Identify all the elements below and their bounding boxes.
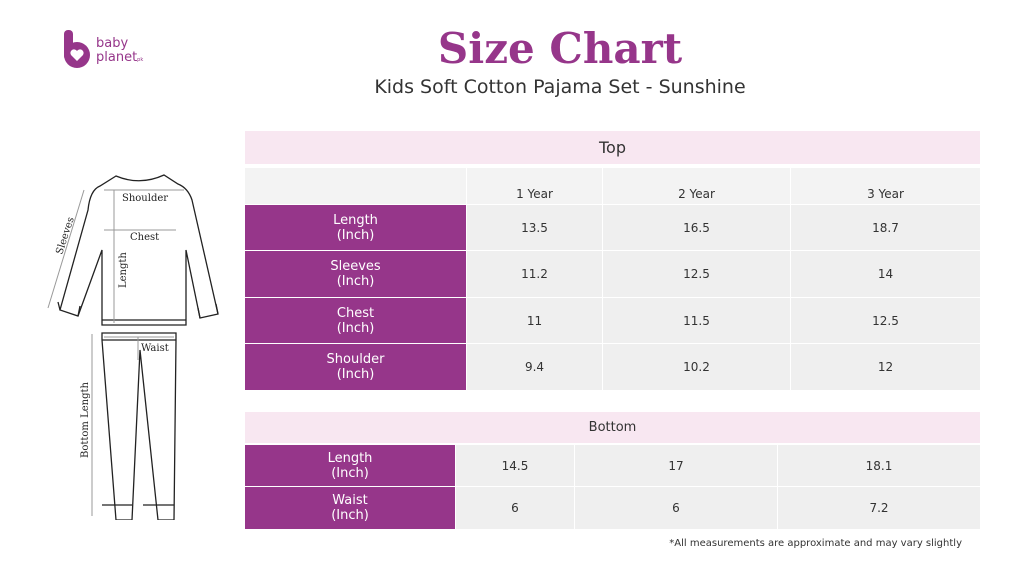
row-label-label: Length [333, 212, 378, 228]
row-label-label: Sleeves [330, 259, 381, 274]
header-corner [245, 168, 466, 204]
row-label-unit: (Inch) [336, 320, 375, 336]
table-cell: 14.5 [456, 445, 574, 486]
row-label-label: Chest [336, 305, 375, 321]
row-label-unit: (Inch) [336, 274, 375, 289]
row-label-unit: (Inch) [336, 367, 375, 382]
row-label: Sleeves (Inch) [245, 251, 466, 297]
table-cell: 14 [791, 251, 980, 297]
table-cell: 11 [467, 298, 602, 343]
row-label: Length (Inch) [245, 205, 466, 250]
row-label-unit: (Inch) [336, 227, 375, 243]
row-label: Shoulder (Inch) [245, 344, 466, 390]
table-cell: 11.5 [603, 298, 790, 343]
table-cell: 6 [456, 487, 574, 529]
row-label-label: Length [327, 450, 373, 466]
row-label: Chest (Inch) [245, 298, 466, 343]
table-cell: 12.5 [791, 298, 980, 343]
brand-name: baby planetpk [96, 36, 144, 65]
pajama-illustration: Shoulder Chest Length Sleeves Waist Bott… [47, 174, 219, 520]
row-label: Length (Inch) [245, 445, 455, 486]
table-cell: 18.7 [791, 205, 980, 250]
page-subtitle: Kids Soft Cotton Pajama Set - Sunshine [374, 76, 746, 98]
table-cell: 17 [575, 445, 777, 486]
sleeves-label: Sleeves [54, 216, 76, 256]
table-cell: 16.5 [603, 205, 790, 250]
row-label-unit: (Inch) [331, 465, 369, 481]
length-label: Length [118, 252, 129, 288]
row-label-label: Waist [332, 493, 368, 508]
waist-label: Waist [141, 343, 169, 354]
row-label-label: Shoulder [326, 352, 385, 367]
row-label: Waist (Inch) [245, 487, 455, 529]
column-header: 3 Year [791, 168, 980, 204]
table-cell: 13.5 [467, 205, 602, 250]
column-header: 1 Year [467, 168, 602, 204]
chest-label: Chest [130, 232, 159, 243]
bottom-length-label: Bottom Length [80, 381, 91, 458]
shoulder-label: Shoulder [122, 193, 168, 204]
table-cell: 6 [575, 487, 777, 529]
column-header: 2 Year [603, 168, 790, 204]
row-label-unit: (Inch) [331, 508, 369, 523]
footnote: *All measurements are approximate and ma… [669, 538, 962, 549]
table-cell: 12.5 [603, 251, 790, 297]
table-cell: 18.1 [778, 445, 980, 486]
table-cell: 10.2 [603, 344, 790, 390]
top-table-title: Top [245, 131, 980, 164]
bottom-table-title: Bottom [245, 412, 980, 443]
brand-logo-icon [64, 30, 90, 68]
table-cell: 12 [791, 344, 980, 390]
table-cell: 11.2 [467, 251, 602, 297]
table-cell: 7.2 [778, 487, 980, 529]
table-cell: 9.4 [467, 344, 602, 390]
page-title: Size Chart [437, 24, 683, 73]
